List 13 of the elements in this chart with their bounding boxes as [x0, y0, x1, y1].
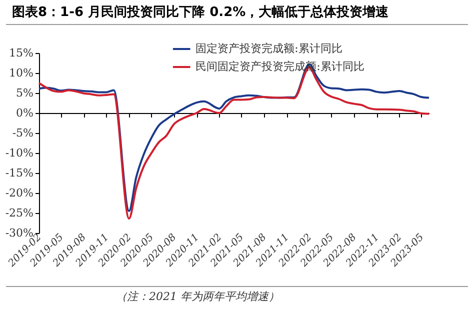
- y-tick-label: -5%: [12, 126, 34, 140]
- legend-label: 固定资产投资完成额:累计同比: [196, 42, 342, 55]
- chart-title: 图表8：1-6 月民间投资同比下降 0.2%，大幅低于总体投资增速: [6, 0, 468, 25]
- legend-label: 民间固定资产投资完成额:累计同比: [196, 60, 364, 73]
- y-tick-label: 0%: [16, 106, 34, 120]
- text: （注：2021 年为两年平均增速）: [6, 286, 468, 304]
- y-tick-label: -20%: [5, 186, 34, 200]
- y-tick-label: -15%: [5, 166, 34, 180]
- y-tick-label: 15%: [9, 46, 34, 60]
- y-tick-label: -25%: [5, 206, 34, 220]
- y-tick-label: -10%: [5, 146, 34, 160]
- y-tick-label: 5%: [16, 86, 34, 100]
- y-tick-label: 10%: [9, 66, 34, 80]
